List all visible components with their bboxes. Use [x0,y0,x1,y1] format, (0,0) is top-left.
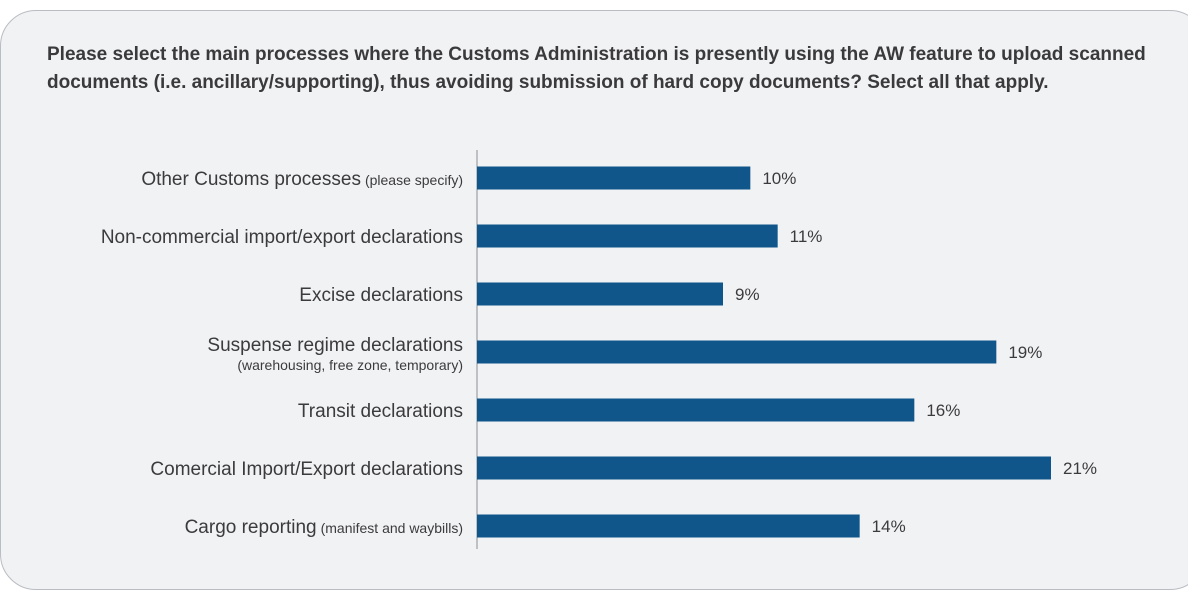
bar [477,224,778,248]
data-label: 14% [872,517,906,536]
category-sublabel: (warehousing, free zone, temporary) [237,357,463,373]
data-label: 10% [762,169,796,188]
category-label: Suspense regime declarations [207,335,463,356]
data-label: 11% [790,227,823,246]
data-label: 16% [926,401,960,420]
bar [477,514,860,538]
category-label: Transit declarations [298,401,463,422]
category-label: Comercial Import/Export declarations [150,459,463,480]
category-label: Other Customs processes (please specify) [141,169,463,190]
category-sublabel: (please specify) [365,172,463,188]
horizontal-bar-chart: 10% Other Customs processes (please specif… [101,150,1097,549]
data-label: 19% [1008,343,1042,362]
question-text: Please select the main processes where t… [47,44,1146,93]
category-label: Non-commercial import/export declaration… [101,227,463,248]
bar [477,166,751,190]
bar [477,398,915,422]
category-label: Excise declarations [299,285,463,306]
bar [477,340,997,364]
bar [477,282,723,306]
category-sublabel: (manifest and waybills) [321,520,463,536]
bar [477,456,1051,480]
data-label: 21% [1063,459,1097,478]
category-label: Cargo reporting (manifest and waybills) [185,517,463,538]
data-label: 9% [735,285,760,304]
